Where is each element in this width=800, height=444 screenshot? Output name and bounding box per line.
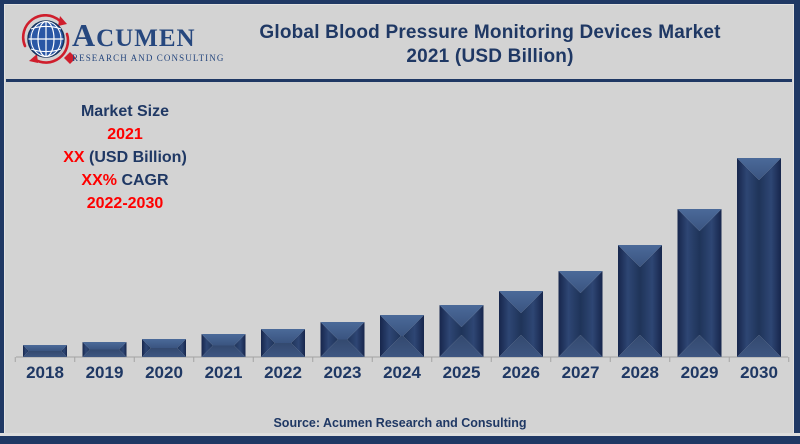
x-axis-label-2018: 2018 (26, 363, 64, 382)
x-axis-label-2029: 2029 (681, 363, 719, 382)
bar-2022 (261, 329, 305, 357)
bar-2029 (677, 209, 722, 357)
acumen-logo: ACUMEN RESEARCH AND CONSULTING (20, 14, 250, 76)
annotation-line: XX (USD Billion) (63, 149, 187, 166)
bar-2025 (439, 305, 484, 357)
bar-2019 (82, 342, 127, 357)
header-divider-line (6, 79, 792, 82)
annotation-line: XX% CAGR (81, 172, 169, 189)
x-axis-label-2019: 2019 (86, 363, 124, 382)
logo-subtitle: RESEARCH AND CONSULTING (72, 53, 225, 63)
bar-2020 (142, 339, 186, 357)
logo-text: ACUMEN RESEARCH AND CONSULTING (72, 22, 247, 63)
x-axis-label-2022: 2022 (264, 363, 302, 382)
x-axis-label-2027: 2027 (562, 363, 600, 382)
frame-border-left (0, 0, 4, 444)
x-axis-label-2021: 2021 (205, 363, 243, 382)
annotation-line: 2022-2030 (86, 195, 164, 212)
bar-2023 (320, 322, 365, 357)
globe-sphere-icon (27, 20, 65, 58)
x-axis-label-2024: 2024 (383, 363, 421, 382)
x-axis-label-2028: 2028 (621, 363, 659, 382)
market-annotation: Market Size 2021 XX (USD Billion) XX% CAGR 2… (25, 100, 225, 215)
logo-name: ACUMEN (72, 17, 196, 53)
footer-light-strip (0, 433, 800, 436)
x-axis-label-2025: 2025 (443, 363, 481, 382)
chart-title-line1: Global Blood Pressure Monitoring Devices… (259, 22, 721, 43)
bar-2018 (23, 345, 67, 357)
frame-border-right (794, 0, 800, 444)
bar-2028 (618, 245, 662, 357)
annotation-line: Market Size (80, 103, 170, 120)
globe-icon (21, 14, 76, 64)
bar-2026 (499, 291, 543, 357)
bar-chart-svg: 2018 2019 2020 2021 2022 2023 2024 2025 2026 2027… (14, 158, 790, 382)
frame-border-top (0, 0, 800, 4)
footer-navy-strip (0, 436, 800, 444)
chart-title: Global Blood Pressure Monitoring Devices… (190, 21, 790, 69)
annotation-line: 2021 (107, 126, 143, 143)
x-axis-label-2026: 2026 (502, 363, 540, 382)
x-axis-label-2020: 2020 (145, 363, 183, 382)
chart-title-line2: 2021 (USD Billion) (406, 46, 574, 67)
red-diamond-icon (64, 52, 76, 64)
x-axis-label-2030: 2030 (740, 363, 778, 382)
source-text: Source: Acumen Research and Consulting (273, 416, 527, 430)
bar-2030 (737, 158, 781, 357)
bar-2027 (558, 271, 603, 357)
bar-2024 (380, 315, 424, 357)
bar-2021 (201, 334, 246, 357)
x-axis-label-2023: 2023 (324, 363, 362, 382)
red-orbit-arrows-icon (21, 14, 70, 64)
